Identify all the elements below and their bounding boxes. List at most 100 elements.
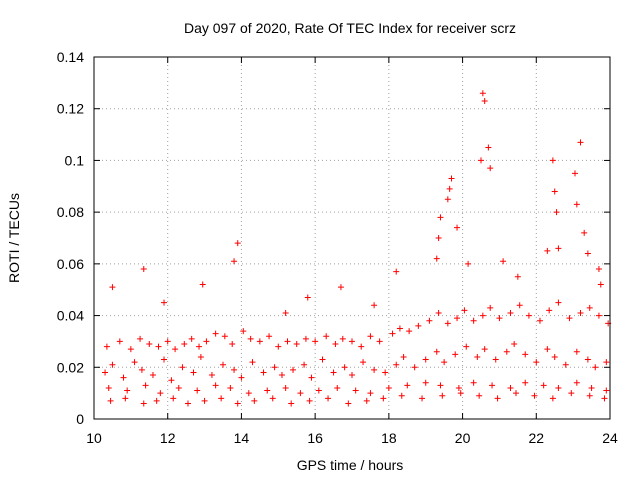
data-point [479, 90, 486, 97]
data-point [290, 366, 297, 373]
data-point [546, 307, 553, 314]
data-point [251, 397, 258, 404]
x-tick-label: 12 [160, 430, 176, 446]
data-point [319, 356, 326, 363]
data-point [120, 374, 127, 381]
data-point [454, 224, 461, 231]
data-point [376, 338, 383, 345]
data-point [485, 144, 492, 151]
x-tick-label: 24 [602, 430, 618, 446]
data-point [470, 379, 477, 386]
data-point [334, 384, 341, 391]
data-point [172, 346, 179, 353]
chart-title: Day 097 of 2020, Rate Of TEC Index for r… [184, 20, 516, 36]
data-point [522, 379, 529, 386]
data-point [514, 273, 521, 280]
data-point [500, 258, 507, 265]
data-point [393, 268, 400, 275]
data-point [573, 201, 580, 208]
data-point [157, 390, 164, 397]
points-layer [102, 90, 612, 407]
data-point [441, 359, 448, 366]
data-point [551, 188, 558, 195]
data-point [516, 302, 523, 309]
data-point [371, 366, 378, 373]
data-point [199, 281, 206, 288]
data-point [203, 338, 210, 345]
data-point [586, 304, 593, 311]
data-point [597, 281, 604, 288]
data-point [411, 364, 418, 371]
data-point [595, 312, 602, 319]
data-point [140, 400, 147, 407]
y-tick-label: 0.12 [57, 101, 84, 117]
y-tick-label: 0.08 [57, 204, 84, 220]
data-point [595, 266, 602, 273]
data-point [102, 369, 109, 376]
data-point [555, 299, 562, 306]
data-point [435, 235, 442, 241]
data-point [603, 359, 610, 366]
data-point [105, 384, 112, 391]
data-point [208, 372, 215, 379]
data-point [571, 170, 578, 177]
data-point [481, 97, 488, 104]
data-point [581, 229, 588, 236]
data-point [566, 315, 573, 322]
data-point [212, 382, 219, 389]
data-point [577, 139, 584, 146]
data-point [109, 284, 116, 291]
data-point [247, 335, 254, 342]
data-point [271, 364, 278, 371]
data-point [330, 369, 337, 376]
data-point [238, 374, 245, 381]
data-point [533, 359, 540, 366]
data-point [385, 384, 392, 391]
data-point [396, 325, 403, 332]
data-point [149, 372, 156, 379]
data-point [393, 361, 400, 368]
data-point [302, 335, 309, 342]
data-point [487, 165, 494, 172]
data-point [293, 341, 300, 348]
data-point [489, 382, 496, 389]
data-point [282, 309, 289, 316]
data-point [433, 348, 440, 355]
data-point [457, 390, 464, 397]
data-point [245, 390, 252, 397]
data-point [507, 384, 514, 391]
data-point [404, 382, 411, 389]
data-point [301, 361, 308, 368]
data-point [116, 338, 123, 345]
ticks-layer [93, 56, 611, 420]
data-point [155, 343, 162, 350]
data-point [540, 382, 547, 389]
data-point [282, 384, 289, 391]
data-point [181, 341, 188, 348]
data-point [168, 377, 175, 384]
data-point [170, 395, 177, 402]
data-point [266, 333, 273, 340]
data-point [138, 366, 145, 373]
data-point [463, 343, 470, 350]
y-tick-label: 0.06 [57, 256, 84, 272]
data-point [433, 255, 440, 262]
data-point [358, 343, 365, 350]
x-tick-label: 14 [234, 430, 250, 446]
data-point [588, 384, 595, 391]
data-point [481, 346, 488, 353]
data-point [275, 343, 282, 350]
data-point [360, 359, 367, 366]
y-tick-label: 0.14 [57, 49, 84, 65]
data-point [194, 387, 201, 394]
data-point [586, 392, 593, 399]
data-point [584, 356, 591, 363]
data-point [382, 369, 389, 376]
data-point [107, 397, 114, 404]
x-tick-label: 18 [381, 430, 397, 446]
data-point [470, 317, 477, 324]
data-point [544, 247, 551, 254]
data-point [444, 320, 451, 327]
data-point [406, 328, 413, 335]
